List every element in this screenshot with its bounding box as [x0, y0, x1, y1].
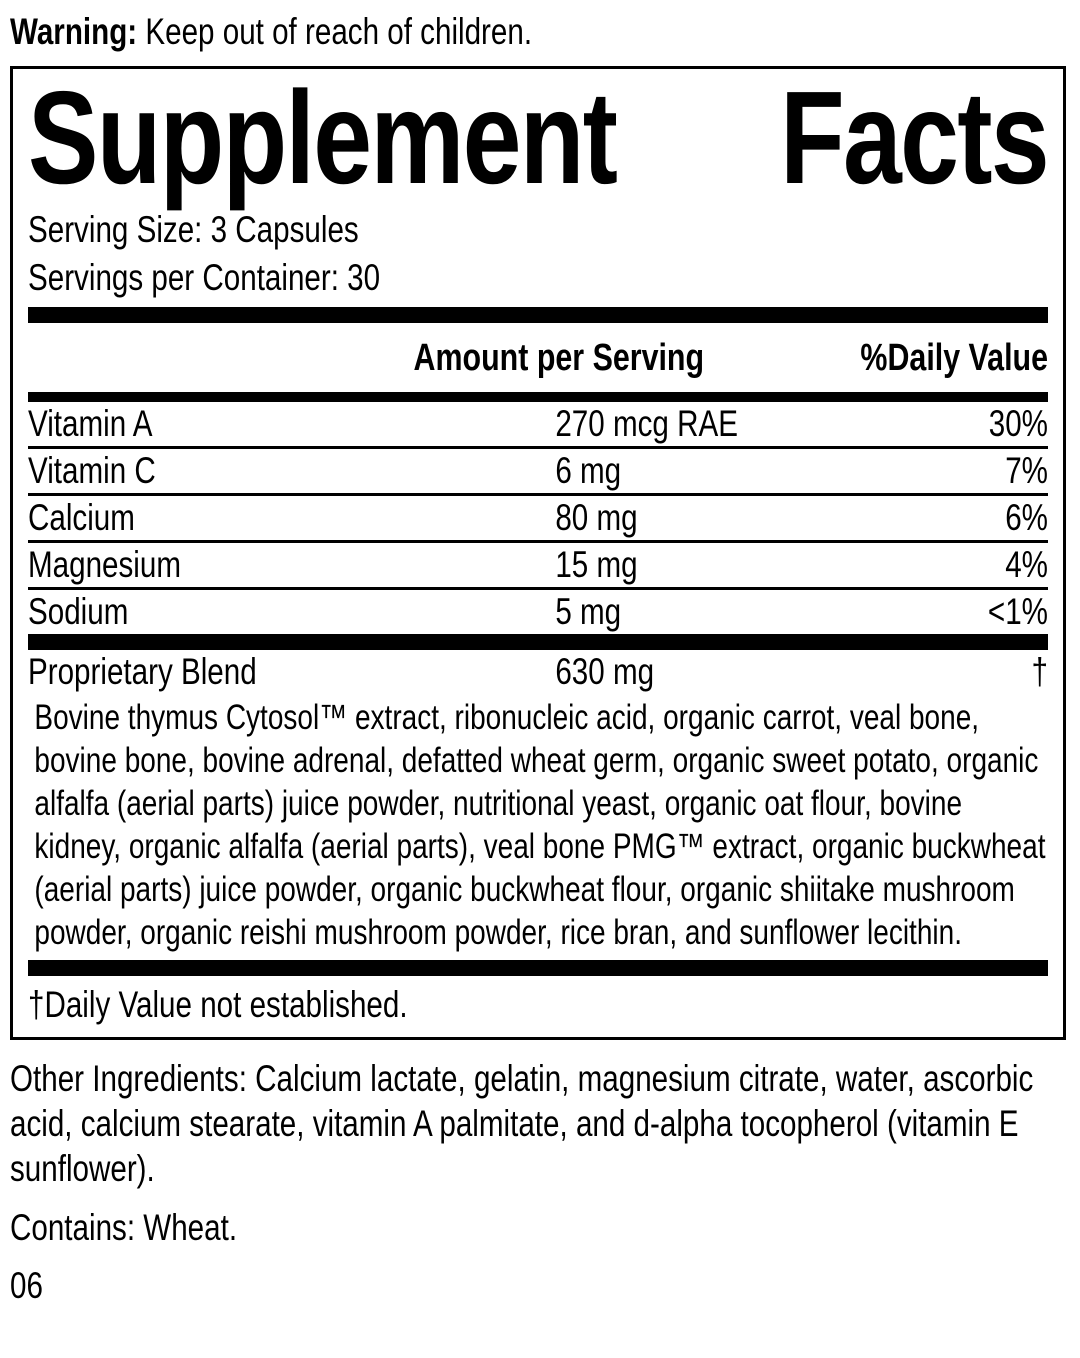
nutrient-daily-value: 6% [1005, 496, 1048, 538]
nutrient-rows: Vitamin A 270 mcg RAE 30% Vitamin C 6 mg… [28, 402, 1048, 634]
daily-value-footnote: †Daily Value not established. [28, 983, 408, 1025]
header-amount-per-serving: Amount per Serving [413, 336, 705, 379]
nutrient-daily-value: 4% [1005, 543, 1048, 585]
warning-text: Keep out of reach of children. [137, 11, 533, 52]
nutrient-name: Calcium [28, 496, 135, 538]
nutrient-name: Vitamin C [28, 449, 156, 491]
nutrient-name: Sodium [28, 590, 129, 632]
nutrient-amount: 270 mcg RAE [555, 402, 738, 444]
nutrient-amount: 15 mg [555, 543, 638, 585]
table-row-magnesium: Magnesium 15 mg 4% [28, 539, 1048, 587]
table-row-vitamin-a: Vitamin A 270 mcg RAE 30% [28, 402, 1048, 446]
blend-name: Proprietary Blend [28, 650, 257, 692]
table-row-proprietary-blend: Proprietary Blend 630 mg † [28, 650, 1048, 694]
other-ingredients-paragraph: Other Ingredients: Calcium lactate, gela… [10, 1057, 1034, 1189]
panel-title: Supplement Facts [28, 64, 1050, 211]
warning-line: Warning: Keep out of reach of children. [10, 10, 1080, 54]
contains-statement: Contains: Wheat. [10, 1206, 238, 1248]
title-word-facts: Facts [780, 64, 1049, 211]
blend-daily-value-dagger: † [1031, 650, 1048, 692]
table-row-vitamin-c: Vitamin C 6 mg 7% [28, 445, 1048, 493]
nutrient-amount: 6 mg [555, 449, 622, 491]
nutrient-daily-value: <1% [987, 590, 1048, 632]
serving-size-line: Serving Size: 3 Capsules [28, 208, 359, 250]
title-word-supplement: Supplement [28, 64, 618, 211]
nutrient-name: Magnesium [28, 543, 182, 585]
table-header-row: Amount per Serving %Daily Value [28, 323, 1048, 392]
nutrient-name: Vitamin A [28, 402, 153, 444]
supplement-facts-panel: Supplement Facts Serving Size: 3 Capsule… [10, 66, 1066, 1040]
header-daily-value: %Daily Value [860, 336, 1048, 379]
item-code: 06 [10, 1264, 43, 1306]
medium-divider-bar [28, 391, 1048, 402]
thick-divider-bar [28, 633, 1048, 650]
below-panel-text: Other Ingredients: Calcium lactate, gela… [10, 1056, 1080, 1308]
thick-divider-bar [28, 959, 1048, 976]
blend-amount: 630 mg [555, 650, 655, 692]
servings-per-container-line: Servings per Container: 30 [28, 256, 381, 298]
nutrient-daily-value: 7% [1005, 449, 1048, 491]
nutrient-amount: 5 mg [555, 590, 622, 632]
supplement-label-page: Warning: Keep out of reach of children. … [10, 10, 1080, 1308]
table-row-sodium: Sodium 5 mg <1% [28, 586, 1048, 634]
thick-divider-bar [28, 306, 1048, 323]
warning-label: Warning: [10, 11, 138, 52]
table-row-calcium: Calcium 80 mg 6% [28, 492, 1048, 540]
blend-ingredients-paragraph: Bovine thymus Cytosol™ extract, ribonucl… [34, 697, 1046, 952]
nutrient-daily-value: 30% [988, 402, 1048, 444]
nutrient-amount: 80 mg [555, 496, 638, 538]
